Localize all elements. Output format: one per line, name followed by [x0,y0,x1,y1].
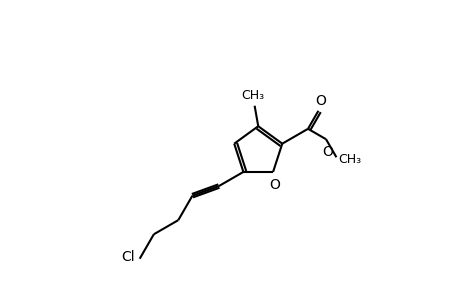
Text: CH₃: CH₃ [337,153,360,166]
Text: O: O [269,178,280,193]
Text: O: O [321,145,332,159]
Text: CH₃: CH₃ [241,89,264,102]
Text: Cl: Cl [121,250,135,264]
Text: O: O [315,94,325,108]
